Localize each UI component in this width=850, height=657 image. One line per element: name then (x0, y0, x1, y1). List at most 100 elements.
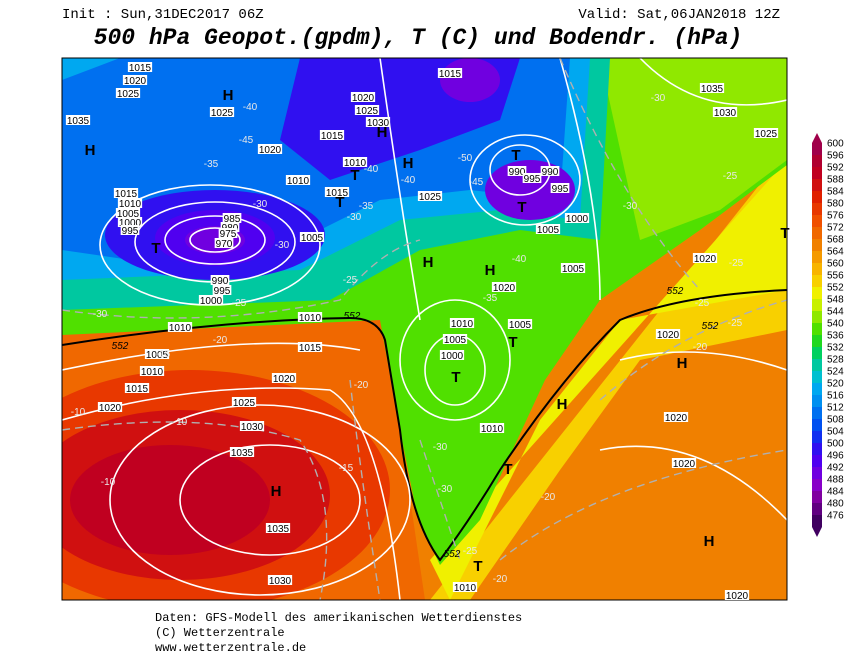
pressure-center: T (780, 225, 789, 242)
isobar-value: 975 (220, 229, 237, 240)
temperature-label: -15 (339, 463, 354, 474)
colorbar-swatch (812, 479, 822, 491)
isobar-label: 1010 (117, 198, 143, 210)
temperature-label: -30 (433, 442, 448, 453)
isobar-label: 1025 (231, 397, 257, 409)
isobar-label: 1020 (97, 402, 123, 414)
isobar-label: 1025 (354, 105, 380, 117)
valid-time: Valid: Sat,06JAN2018 12Z (578, 7, 780, 23)
isobar-label: 1020 (271, 373, 297, 385)
isobar-label-bg (507, 166, 527, 176)
pressure-center: H (677, 355, 688, 372)
isobar-value: 1005 (444, 335, 467, 346)
isobar-value: 1010 (119, 199, 142, 210)
temperature-label: -25 (343, 275, 358, 286)
footer-copyright: (C) Wetterzentrale (155, 626, 285, 640)
pressure-center: H (377, 124, 388, 141)
isobar-label-bg (449, 318, 475, 328)
isobar-label-bg (439, 350, 465, 360)
isobar-label-bg (350, 92, 376, 102)
isobar-label: 1015 (127, 62, 153, 74)
isobar-value: 1025 (755, 129, 778, 140)
colorbar-swatch (812, 251, 822, 263)
colorbar-swatch (812, 263, 822, 275)
isobar-label-bg (214, 238, 234, 248)
isobar-label: 1020 (724, 590, 750, 602)
isobar-value: 995 (122, 226, 139, 237)
pressure-center: T (451, 369, 460, 386)
isobar-label-bg (692, 253, 718, 263)
isobar-label-bg (127, 62, 153, 72)
colorbar-label: 584 (827, 187, 844, 198)
colorbar-label: 560 (827, 259, 844, 270)
isobar-label-bg (479, 423, 505, 433)
isobar-label: 990 (210, 275, 230, 287)
isobar-label: 1015 (437, 68, 463, 80)
footer-url: www.wetterzentrale.de (155, 641, 306, 655)
isobar-label: 1020 (257, 144, 283, 156)
height-label: 552 (112, 341, 129, 352)
temperature-label: -30 (623, 201, 638, 212)
isobar-label-bg (699, 83, 725, 93)
isobar-label-bg (198, 295, 224, 305)
colorbar-swatch (812, 155, 822, 167)
isobar-label-bg (724, 590, 750, 600)
isobar-label-bg (712, 107, 738, 117)
isobar-value: 1015 (126, 384, 149, 395)
isobar-label-bg (218, 228, 238, 238)
isobar-label: 1035 (229, 447, 255, 459)
isobar-label: 1005 (560, 263, 586, 275)
isobar-label-bg (117, 198, 143, 208)
footer-source: Daten: GFS-Modell des amerikanischen Wet… (155, 611, 522, 625)
isobar-value: 1035 (701, 84, 724, 95)
colorbar-label: 544 (827, 307, 844, 318)
isobar-label-bg (564, 213, 590, 223)
colorbar-swatch (812, 299, 822, 311)
isobar-label-bg (437, 68, 463, 78)
colorbar-swatch (812, 323, 822, 335)
colorbar-label: 556 (827, 271, 844, 282)
pressure-center: T (350, 167, 359, 184)
isobar-value: 1010 (451, 319, 474, 330)
isobar-value: 1000 (566, 214, 589, 225)
isobar-label: 1020 (692, 253, 718, 265)
isobar-value: 1005 (117, 209, 140, 220)
isobar-value: 1000 (119, 218, 142, 229)
isobar-value: 1020 (673, 459, 696, 470)
colorbar-label: 572 (827, 223, 844, 234)
temperature-label: -35 (483, 293, 498, 304)
isobar-value: 1020 (726, 591, 749, 602)
isobar-label: 1010 (285, 175, 311, 187)
isobar-value: 1025 (233, 398, 256, 409)
colorbar-label: 600 (827, 139, 844, 150)
temperature-label: -40 (243, 102, 258, 113)
colorbar-swatch (812, 215, 822, 227)
pressure-center: T (508, 334, 517, 351)
pressure-center: H (271, 483, 282, 500)
isobar-value: 1020 (99, 403, 122, 414)
isobar-label-bg (257, 144, 283, 154)
isobar-label-bg (117, 217, 143, 227)
pressure-center: H (85, 142, 96, 159)
isobar-value: 1020 (493, 283, 516, 294)
isobar-value: 1010 (481, 424, 504, 435)
isobar-label: 1020 (350, 92, 376, 104)
isobar-label-bg (115, 208, 141, 218)
isobar-value: 995 (214, 286, 231, 297)
init-time: Init : Sun,31DEC2017 06Z (62, 7, 264, 23)
isobar-label: 1030 (267, 575, 293, 587)
isobar-label-bg (324, 187, 350, 197)
isobar-value: 1020 (259, 145, 282, 156)
temperature-label: -10 (173, 417, 188, 428)
isobar-label: 1010 (479, 423, 505, 435)
pressure-center: T (503, 461, 512, 478)
isobar-value: 1035 (231, 448, 254, 459)
temperature-label: -30 (651, 93, 666, 104)
colorbar-swatch (812, 275, 822, 287)
colorbar-label: 564 (827, 247, 844, 258)
isobar-label: 1005 (144, 349, 170, 361)
isobar-value: 1010 (169, 323, 192, 334)
pressure-center: H (223, 87, 234, 104)
colorbar-label: 488 (827, 475, 844, 486)
isobar-label: 1000 (564, 213, 590, 225)
